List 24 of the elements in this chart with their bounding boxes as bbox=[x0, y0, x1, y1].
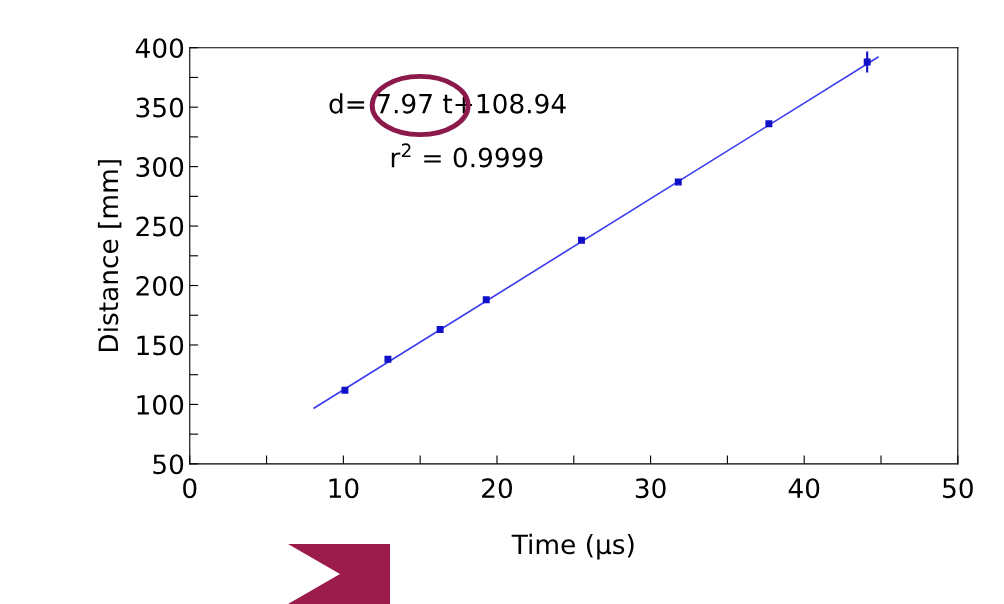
x-axis-title: Time (µs) bbox=[511, 533, 634, 560]
y-tick-label: 200 bbox=[136, 275, 184, 296]
point bbox=[577, 236, 585, 244]
x-tick-label: 20 bbox=[482, 478, 513, 499]
point bbox=[384, 355, 392, 363]
point bbox=[341, 386, 349, 394]
point bbox=[436, 326, 444, 333]
annotation: r$^{2}$ = 0.9999 bbox=[391, 143, 543, 168]
y-tick-label: 300 bbox=[136, 157, 184, 178]
x-tick-label: 30 bbox=[635, 478, 666, 499]
x-tick-label: 0 bbox=[183, 478, 197, 499]
y-tick-label: 400 bbox=[135, 38, 184, 59]
y-tick-label: 250 bbox=[136, 216, 184, 237]
y-tick-label: 350 bbox=[136, 97, 184, 118]
x-tick-label: 10 bbox=[329, 478, 359, 499]
y-tick-label: 150 bbox=[137, 335, 184, 356]
point bbox=[765, 120, 773, 128]
y-tick-label: 100 bbox=[137, 394, 184, 415]
x-tick-label: 40 bbox=[788, 478, 820, 499]
y-tick-label: 50 bbox=[153, 454, 184, 475]
point bbox=[674, 178, 682, 186]
y-axis-title: Distance [mm] bbox=[97, 160, 122, 352]
x-tick-label: 50 bbox=[943, 478, 973, 499]
point bbox=[482, 296, 490, 304]
